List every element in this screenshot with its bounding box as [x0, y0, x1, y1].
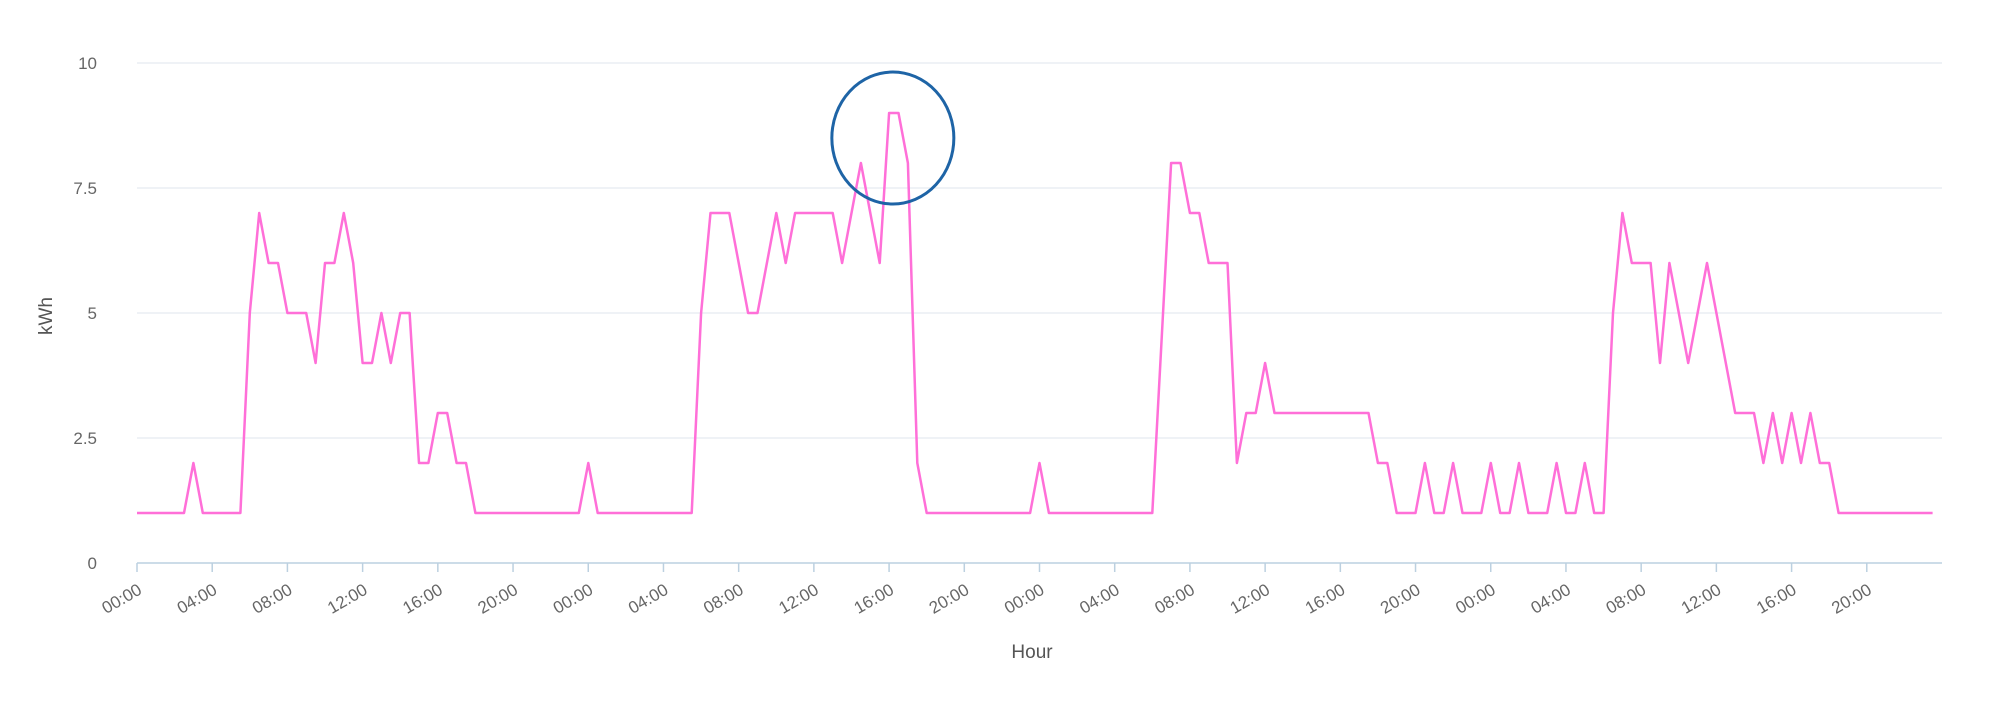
x-tick-label: 16:00	[1302, 580, 1348, 618]
x-tick-label: 20:00	[1828, 580, 1874, 618]
y-axis-title: kWh	[36, 297, 57, 335]
x-tick-label: 08:00	[700, 580, 746, 618]
y-axis-ticks: 0 2.5 5 7.5 10	[73, 54, 97, 573]
annotations	[830, 70, 956, 206]
x-axis-title: Hour	[1011, 642, 1053, 663]
x-tick-label: 00:00	[1001, 580, 1047, 618]
x-tick-label: 04:00	[174, 580, 220, 618]
y-tick-label: 0	[88, 554, 97, 573]
x-tick-label: 12:00	[1227, 580, 1273, 618]
x-tick-label: 04:00	[1528, 580, 1574, 618]
x-tick-label: 16:00	[399, 580, 445, 618]
x-tick-label: 08:00	[1603, 580, 1649, 618]
series-line	[137, 111, 1933, 515]
x-tick-label: 08:00	[249, 580, 295, 618]
x-tick-label: 04:00	[1076, 580, 1122, 618]
x-tick-label: 16:00	[1753, 580, 1799, 618]
y-tick-label: 5	[88, 304, 97, 323]
x-tick-label: 20:00	[475, 580, 521, 618]
y-tick-label: 2.5	[73, 429, 97, 448]
x-axis: 00:00 04:00 08:00 12:00 16:00 20:00 00:00 04:00…	[99, 562, 1942, 618]
x-tick-label: 16:00	[851, 580, 897, 618]
y-tick-label: 10	[78, 54, 97, 73]
series-group	[137, 111, 1933, 515]
highlight-circle	[830, 70, 956, 206]
grid-lines	[137, 62, 1942, 439]
x-tick-label: 12:00	[776, 580, 822, 618]
x-tick-label: 12:00	[324, 580, 370, 618]
x-tick-label: 08:00	[1152, 580, 1198, 618]
x-tick-label: 20:00	[1377, 580, 1423, 618]
x-tick-label: 12:00	[1678, 580, 1724, 618]
x-tick-label: 20:00	[926, 580, 972, 618]
x-tick-label: 00:00	[1452, 580, 1498, 618]
y-tick-label: 7.5	[73, 179, 97, 198]
x-tick-label: 00:00	[550, 580, 596, 618]
x-tick-label: 00:00	[99, 580, 145, 618]
x-tick-label: 04:00	[625, 580, 671, 618]
